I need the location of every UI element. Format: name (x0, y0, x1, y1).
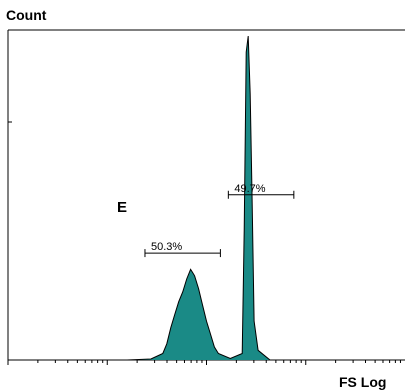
gate-1: 50.3% (144, 241, 221, 258)
plot-area: 50.3% 49.7% (7, 29, 405, 365)
panel-label: E (117, 199, 127, 216)
gate-label: 49.7% (234, 183, 265, 195)
histogram-fill (8, 36, 405, 360)
x-axis-ticks (7, 360, 401, 365)
gate-2: 49.7% (227, 183, 295, 199)
y-axis-title: Count (6, 7, 47, 23)
x-axis-title: FS Log (339, 374, 386, 390)
histogram-outline (8, 35, 405, 361)
gate-label: 50.3% (151, 241, 182, 253)
gate-markers: 50.3% 49.7% (144, 183, 295, 258)
